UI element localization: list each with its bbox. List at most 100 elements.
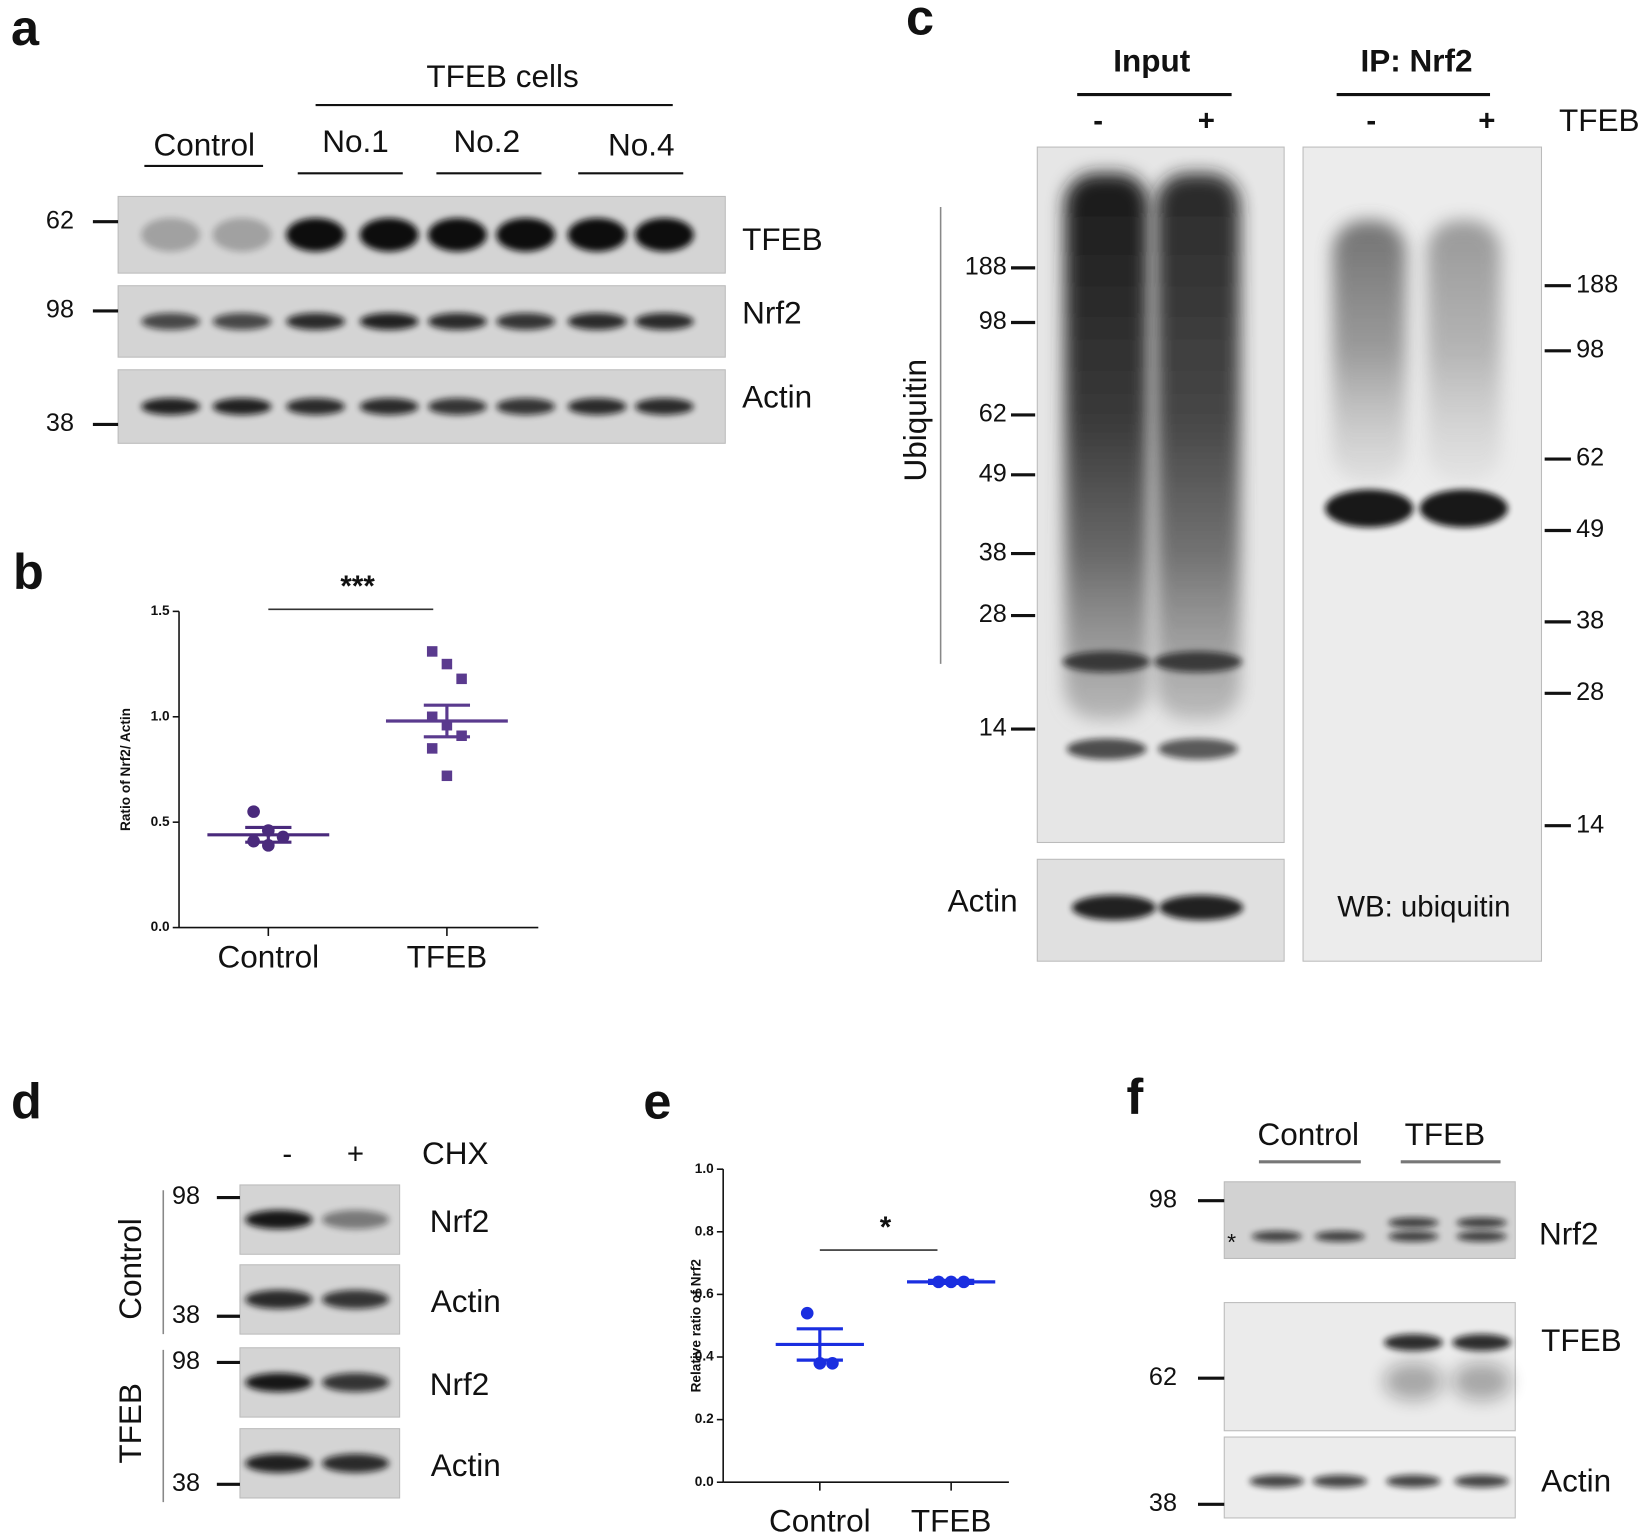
band: [1071, 895, 1156, 921]
band: [1158, 738, 1238, 760]
y-tick-label: 0.0: [695, 1474, 714, 1489]
blot-label: TFEB: [742, 221, 823, 257]
mw-label: 38: [979, 538, 1007, 566]
band: [212, 217, 272, 252]
group-label: TFEB cells: [426, 58, 578, 94]
blot-label: Actin: [948, 883, 1018, 919]
band: [1249, 1474, 1305, 1488]
blot-label: Actin: [431, 1447, 501, 1483]
mw-label: 98: [979, 307, 1007, 335]
mw-label: 98: [172, 1347, 200, 1375]
mw-label: 98: [1149, 1185, 1177, 1213]
band: [286, 217, 346, 252]
band: [245, 1289, 313, 1309]
lane-label: No.4: [608, 126, 675, 162]
treatment-label: TFEB: [1559, 102, 1640, 138]
band: [1383, 1334, 1443, 1351]
blot-label: Nrf2: [430, 1366, 490, 1402]
band: [1325, 489, 1414, 528]
mw-label: 188: [1576, 270, 1618, 298]
band: [359, 313, 419, 330]
x-tick-label: Control: [769, 1503, 871, 1539]
treatment-label: CHX: [422, 1135, 489, 1171]
point: [426, 646, 438, 657]
significance: *: [880, 1211, 892, 1244]
panel-label: e: [643, 1072, 671, 1129]
group-label: IP: Nrf2: [1360, 42, 1472, 78]
axis-label: Ubiquitin: [897, 359, 933, 482]
mw-label: 38: [1149, 1489, 1177, 1517]
y-axis-label: Ratio of Nrf2/ Actin: [118, 708, 133, 831]
band: [567, 313, 627, 330]
mw-label: 49: [1576, 515, 1604, 543]
blot-label: Nrf2: [430, 1203, 490, 1239]
panel-label: b: [13, 543, 44, 600]
band: [212, 313, 272, 330]
band: [1251, 1231, 1302, 1242]
band: [567, 398, 627, 415]
point: [456, 673, 467, 685]
mw-label: 188: [965, 253, 1007, 281]
band: [212, 398, 272, 415]
band: [1383, 1362, 1443, 1401]
band: [321, 1372, 390, 1392]
point: [426, 711, 438, 723]
band: [1388, 1231, 1439, 1242]
mw-label: 38: [172, 1469, 200, 1497]
lane-label: No.1: [322, 123, 389, 159]
band: [1159, 895, 1244, 921]
error-bar: [796, 1327, 843, 1362]
lane-label: Control: [153, 126, 255, 162]
mw-label: 62: [979, 400, 1007, 428]
band: [321, 1453, 390, 1473]
band: [1454, 1474, 1509, 1488]
band: [286, 313, 346, 330]
mw-label: 28: [979, 600, 1007, 628]
band: [1312, 1474, 1368, 1488]
y-tick-label: 0.6: [695, 1286, 714, 1301]
band: [1452, 1334, 1512, 1351]
blot-label: Actin: [742, 379, 812, 415]
band: [1386, 1474, 1441, 1488]
band: [427, 313, 487, 330]
smear: [1155, 173, 1241, 720]
mw-label: 14: [979, 714, 1007, 742]
band: [634, 217, 694, 252]
panel-label: d: [11, 1072, 42, 1129]
band: [321, 1210, 390, 1230]
treatment-sign: +: [1478, 105, 1495, 138]
band: [1456, 1231, 1507, 1242]
y-tick-label: 0.4: [695, 1349, 714, 1364]
band: [245, 1372, 313, 1392]
mw-label: 62: [1576, 444, 1604, 472]
point: [441, 658, 453, 670]
y-tick-label: 0.2: [695, 1411, 714, 1426]
y-tick-label: 0.8: [695, 1223, 714, 1238]
significance: ***: [340, 570, 375, 603]
point: [800, 1306, 814, 1320]
band: [1388, 1217, 1439, 1229]
band: [359, 398, 419, 415]
mw-label: 38: [172, 1301, 200, 1329]
treatment-sign: -: [1366, 105, 1376, 138]
band: [496, 313, 556, 330]
panel-label: f: [1127, 1068, 1144, 1125]
group-label: Control: [112, 1218, 148, 1320]
treatment-sign: +: [347, 1137, 364, 1170]
mw-label: 98: [1576, 336, 1604, 364]
point: [441, 770, 453, 782]
band: [634, 398, 694, 415]
band: [1062, 651, 1151, 673]
band: [427, 398, 487, 415]
mw-label: 38: [46, 409, 74, 437]
x-tick-label: TFEB: [407, 938, 488, 974]
mw-label: 14: [1576, 810, 1604, 838]
mw-label: 62: [46, 206, 74, 234]
band: [1153, 651, 1243, 673]
band: [634, 313, 694, 330]
blot-label: Actin: [1541, 1463, 1611, 1499]
band: [245, 1210, 313, 1230]
blot-label: WB: ubiquitin: [1337, 890, 1510, 923]
treatment-sign: -: [282, 1137, 292, 1170]
group-label: TFEB: [112, 1383, 148, 1464]
